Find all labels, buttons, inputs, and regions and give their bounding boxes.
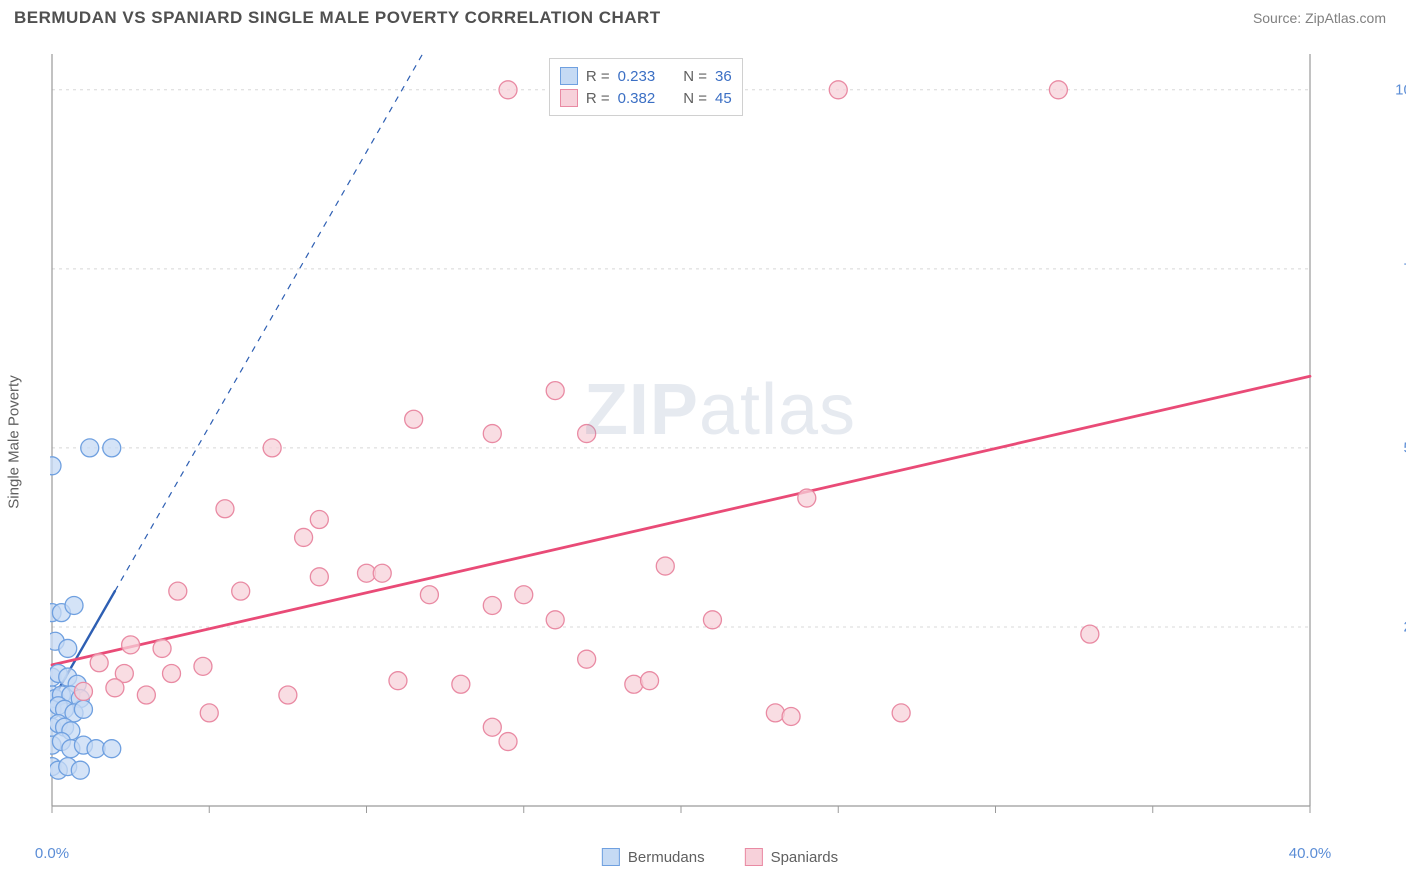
- legend-item-spaniards: Spaniards: [745, 848, 839, 866]
- header: BERMUDAN VS SPANIARD SINGLE MALE POVERTY…: [0, 0, 1406, 28]
- r-value: 0.382: [618, 90, 656, 107]
- r-label: R =: [586, 68, 610, 85]
- legend-correlation-box: R = 0.233 N = 36 R = 0.382 N = 45: [549, 58, 743, 116]
- chart-title: BERMUDAN VS SPANIARD SINGLE MALE POVERTY…: [14, 8, 661, 28]
- swatch-icon: [560, 89, 578, 107]
- n-label: N =: [683, 90, 707, 107]
- n-value: 36: [715, 68, 732, 85]
- legend-item-bermudans: Bermudans: [602, 848, 705, 866]
- x-tick-label: 40.0%: [1289, 845, 1332, 862]
- n-value: 45: [715, 90, 732, 107]
- legend-label: Spaniards: [771, 849, 839, 866]
- y-axis-label: Single Male Poverty: [6, 375, 23, 508]
- r-value: 0.233: [618, 68, 656, 85]
- n-label: N =: [683, 68, 707, 85]
- swatch-icon: [560, 67, 578, 85]
- chart-area: Single Male Poverty ZIPatlas R = 0.233N …: [50, 48, 1390, 836]
- y-tick-label: 100.0%: [1395, 81, 1406, 98]
- x-tick-label: 0.0%: [35, 845, 69, 862]
- scatter-plot: [50, 48, 1390, 836]
- legend-series: Bermudans Spaniards: [602, 848, 838, 866]
- legend-label: Bermudans: [628, 849, 705, 866]
- source-label: Source: ZipAtlas.com: [1253, 10, 1386, 26]
- legend-stat-row: R = 0.382 N = 45: [560, 87, 732, 109]
- r-label: R =: [586, 90, 610, 107]
- legend-stat-row: R = 0.233 N = 36: [560, 65, 732, 87]
- swatch-icon: [602, 848, 620, 866]
- swatch-icon: [745, 848, 763, 866]
